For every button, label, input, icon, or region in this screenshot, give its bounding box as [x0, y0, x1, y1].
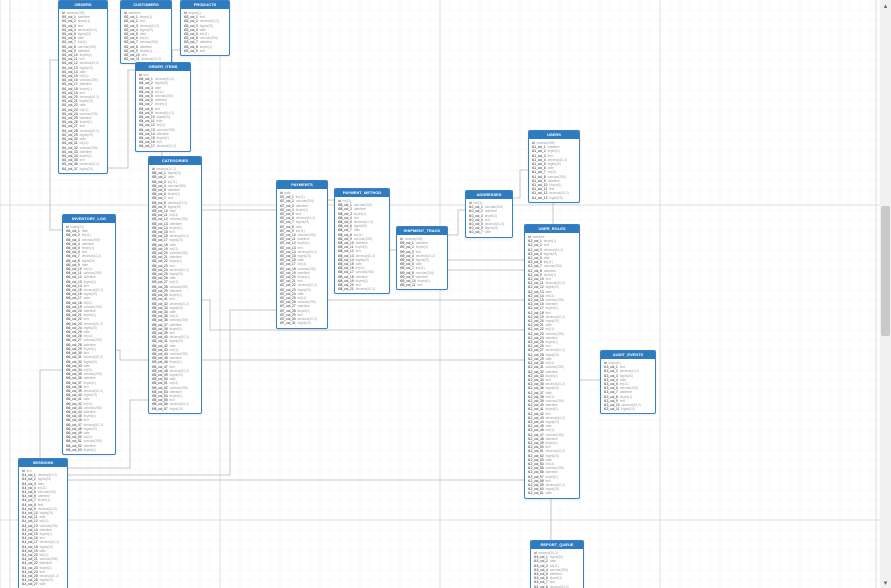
- erd-column-row: t01_col_37bigint(20): [62, 167, 104, 171]
- erd-table-header: PRODUCTS: [181, 1, 229, 9]
- erd-table-t01[interactable]: ORDERSidvarchar(255)t01_col_1datetimet01…: [58, 0, 108, 174]
- erd-column-row: t03_col_9text: [184, 49, 226, 53]
- erd-canvas[interactable]: ORDERSidvarchar(255)t01_col_1datetimet01…: [0, 0, 891, 588]
- scroll-thumb[interactable]: [881, 206, 890, 336]
- erd-table-body: idbigint(20)t06_col_1datet06_col_2int(11…: [63, 223, 115, 454]
- erd-table-t07[interactable]: PAYMENTSiddatet07_col_1int(11)t07_col_2v…: [276, 180, 328, 329]
- erd-table-t12[interactable]: USER_ROLESiddatetimet12_col_1tinyint(1)t…: [524, 224, 580, 499]
- erd-column-row: t06_col_53tinyint(1): [66, 448, 112, 452]
- erd-table-t08[interactable]: PAYMENT_METHODidint(11)t08_col_1varchar(…: [334, 188, 390, 294]
- erd-table-body: idtinyint(1)t03_col_1textt03_col_2decima…: [181, 9, 229, 55]
- erd-column-row: t11_col_13bigint(20): [532, 196, 576, 200]
- erd-table-t04[interactable]: ORDER_ITEMSidtextt04_col_1decimal(10,2)t…: [135, 62, 191, 152]
- erd-table-header: SESSIONS: [19, 459, 67, 467]
- erd-table-body: iddatet07_col_1int(11)t07_col_2varchar(2…: [277, 189, 327, 328]
- erd-column-row: t13_col_11bigint(20): [604, 407, 652, 411]
- erd-table-header: SHIPMENT_TRACK: [397, 227, 447, 235]
- erd-table-body: iddatetimet02_col_1tinyint(1)t02_col_2te…: [121, 9, 171, 63]
- erd-table-body: idtinyint(1)t13_col_1textt13_col_2decima…: [601, 359, 655, 413]
- erd-column-row: t09_col_11text: [400, 283, 444, 287]
- erd-table-t13[interactable]: AUDIT_EVENTSidtinyint(1)t13_col_1textt13…: [600, 350, 656, 414]
- erd-table-header: PAYMENTS: [277, 181, 327, 189]
- erd-table-header: ADDRESSES: [466, 191, 512, 199]
- erd-table-body: idtextt14_col_1decimal(10,2)t14_col_2big…: [19, 467, 67, 588]
- erd-column-row: t04_col_17decimal(10,2): [139, 144, 187, 148]
- vertical-scrollbar[interactable]: ▴ ▾: [880, 0, 891, 588]
- erd-table-t15[interactable]: REPORT_QUEUEiddecimal(10,2)t15_col_1bigi…: [530, 540, 584, 588]
- erd-table-body: iddecimal(10,2)t15_col_1bigint(20)t15_co…: [531, 549, 583, 588]
- erd-table-body: idint(11)t08_col_1varchar(255)t08_col_2d…: [335, 197, 389, 293]
- erd-table-body: idint(11)t10_col_1varchar(255)t10_col_2d…: [466, 199, 512, 237]
- erd-table-t06[interactable]: INVENTORY_LOGidbigint(20)t06_col_1datet0…: [62, 214, 116, 455]
- erd-table-t09[interactable]: SHIPMENT_TRACKidvarchar(255)t09_col_1dat…: [396, 226, 448, 290]
- erd-column-row: t14_col_27date: [22, 582, 64, 586]
- erd-column-row: t12_col_61date: [528, 491, 576, 495]
- erd-table-header: REPORT_QUEUE: [531, 541, 583, 549]
- erd-table-body: idtextt04_col_1decimal(10,2)t04_col_2big…: [136, 71, 190, 151]
- erd-table-body: idvarchar(255)t11_col_1datetimet11_col_2…: [529, 139, 579, 202]
- erd-table-t05[interactable]: CATEGORIESiddecimal(10,2)t05_col_1bigint…: [148, 156, 202, 414]
- chevron-up-icon: ▴: [884, 2, 888, 10]
- erd-table-header: CUSTOMERS: [121, 1, 171, 9]
- erd-column-row: t08_col_21decimal(10,2): [338, 287, 386, 291]
- erd-table-t10[interactable]: ADDRESSESidint(11)t10_col_1varchar(255)t…: [465, 190, 513, 238]
- erd-table-t02[interactable]: CUSTOMERSiddatetimet02_col_1tinyint(1)t0…: [120, 0, 172, 64]
- erd-column-row: t07_col_31bigint(20): [280, 321, 324, 325]
- erd-table-header: CATEGORIES: [149, 157, 201, 165]
- scroll-up-button[interactable]: ▴: [880, 0, 891, 11]
- erd-table-body: iddatetimet12_col_1tinyint(1)t12_col_2te…: [525, 233, 579, 498]
- grid-and-edges: [0, 0, 891, 588]
- erd-table-body: iddecimal(10,2)t05_col_1bigint(20)t05_co…: [149, 165, 201, 413]
- erd-table-t03[interactable]: PRODUCTSidtinyint(1)t03_col_1textt03_col…: [180, 0, 230, 56]
- erd-table-header: INVENTORY_LOG: [63, 215, 115, 223]
- scroll-down-button[interactable]: ▾: [880, 577, 891, 588]
- erd-table-header: ORDERS: [59, 1, 107, 9]
- chevron-down-icon: ▾: [884, 579, 888, 587]
- erd-table-header: ORDER_ITEMS: [136, 63, 190, 71]
- erd-column-row: t02_col_11decimal(10,2): [124, 57, 168, 61]
- erd-table-body: idvarchar(255)t01_col_1datetimet01_col_2…: [59, 9, 107, 173]
- erd-table-t11[interactable]: USERSidvarchar(255)t11_col_1datetimet11_…: [528, 130, 580, 203]
- erd-column-row: t10_col_7date: [469, 230, 509, 234]
- erd-column-row: t15_col_8decimal(10,2): [534, 585, 580, 588]
- erd-table-header: PAYMENT_METHOD: [335, 189, 389, 197]
- erd-column-row: t05_col_57bigint(20): [152, 407, 198, 411]
- erd-table-header: USERS: [529, 131, 579, 139]
- erd-table-header: USER_ROLES: [525, 225, 579, 233]
- erd-table-header: AUDIT_EVENTS: [601, 351, 655, 359]
- erd-table-body: idvarchar(255)t09_col_1datetimet09_col_2…: [397, 235, 447, 289]
- erd-table-t14[interactable]: SESSIONSidtextt14_col_1decimal(10,2)t14_…: [18, 458, 68, 588]
